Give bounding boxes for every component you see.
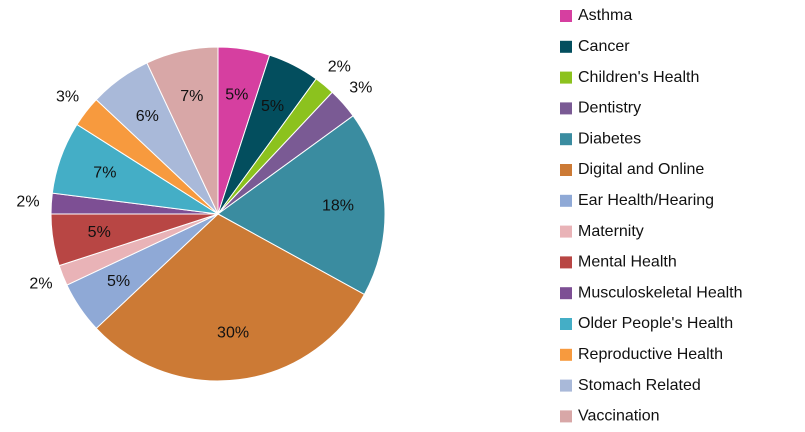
- legend-swatch: [560, 102, 572, 115]
- data-label: 2%: [29, 275, 52, 292]
- legend-swatch: [560, 348, 572, 361]
- legend-swatch: [560, 40, 572, 53]
- legend-label: Older People's Health: [578, 315, 733, 332]
- data-label: 30%: [217, 325, 249, 342]
- data-label: 5%: [88, 224, 111, 241]
- legend-label: Maternity: [578, 223, 644, 240]
- legend-swatch: [560, 71, 572, 84]
- legend-swatch: [560, 194, 572, 207]
- pie-slice: [217, 115, 386, 296]
- data-label: 7%: [180, 88, 203, 105]
- legend-label: Asthma: [578, 7, 632, 24]
- legend-swatch: [560, 287, 572, 300]
- legend-label: Dentistry: [578, 100, 641, 117]
- legend-label: Children's Health: [578, 69, 699, 86]
- legend-swatch: [560, 256, 572, 269]
- legend-swatch: [560, 318, 572, 330]
- data-label: 2%: [16, 193, 39, 210]
- data-label: 5%: [225, 86, 248, 103]
- data-label: 3%: [56, 89, 79, 106]
- legend-label: Digital and Online: [578, 161, 704, 178]
- legend-swatch: [560, 379, 572, 392]
- legend-swatch: [560, 225, 572, 238]
- legend-label: Mental Health: [578, 254, 677, 271]
- legend-label: Ear Health/Hearing: [578, 192, 714, 209]
- legend-swatch: [560, 10, 572, 22]
- legend-label: Cancer: [578, 38, 630, 55]
- legend-label: Diabetes: [578, 130, 641, 147]
- legend-label: Stomach Related: [578, 377, 701, 394]
- data-label: 5%: [261, 98, 284, 115]
- legend-swatch: [560, 410, 572, 423]
- data-label: 7%: [93, 164, 116, 181]
- data-label: 5%: [107, 273, 130, 290]
- legend-label: Musculoskeletal Health: [578, 284, 743, 301]
- legend-label: Vaccination: [578, 408, 660, 425]
- legend-swatch: [560, 164, 572, 176]
- pie-slice: [95, 213, 366, 382]
- pie-slice: [146, 46, 219, 215]
- data-label: 18%: [322, 198, 354, 215]
- data-label: 6%: [136, 108, 159, 125]
- data-label: 2%: [328, 59, 351, 76]
- legend-label: Reproductive Health: [578, 346, 723, 363]
- legend-swatch: [560, 133, 572, 146]
- data-label: 3%: [349, 79, 372, 96]
